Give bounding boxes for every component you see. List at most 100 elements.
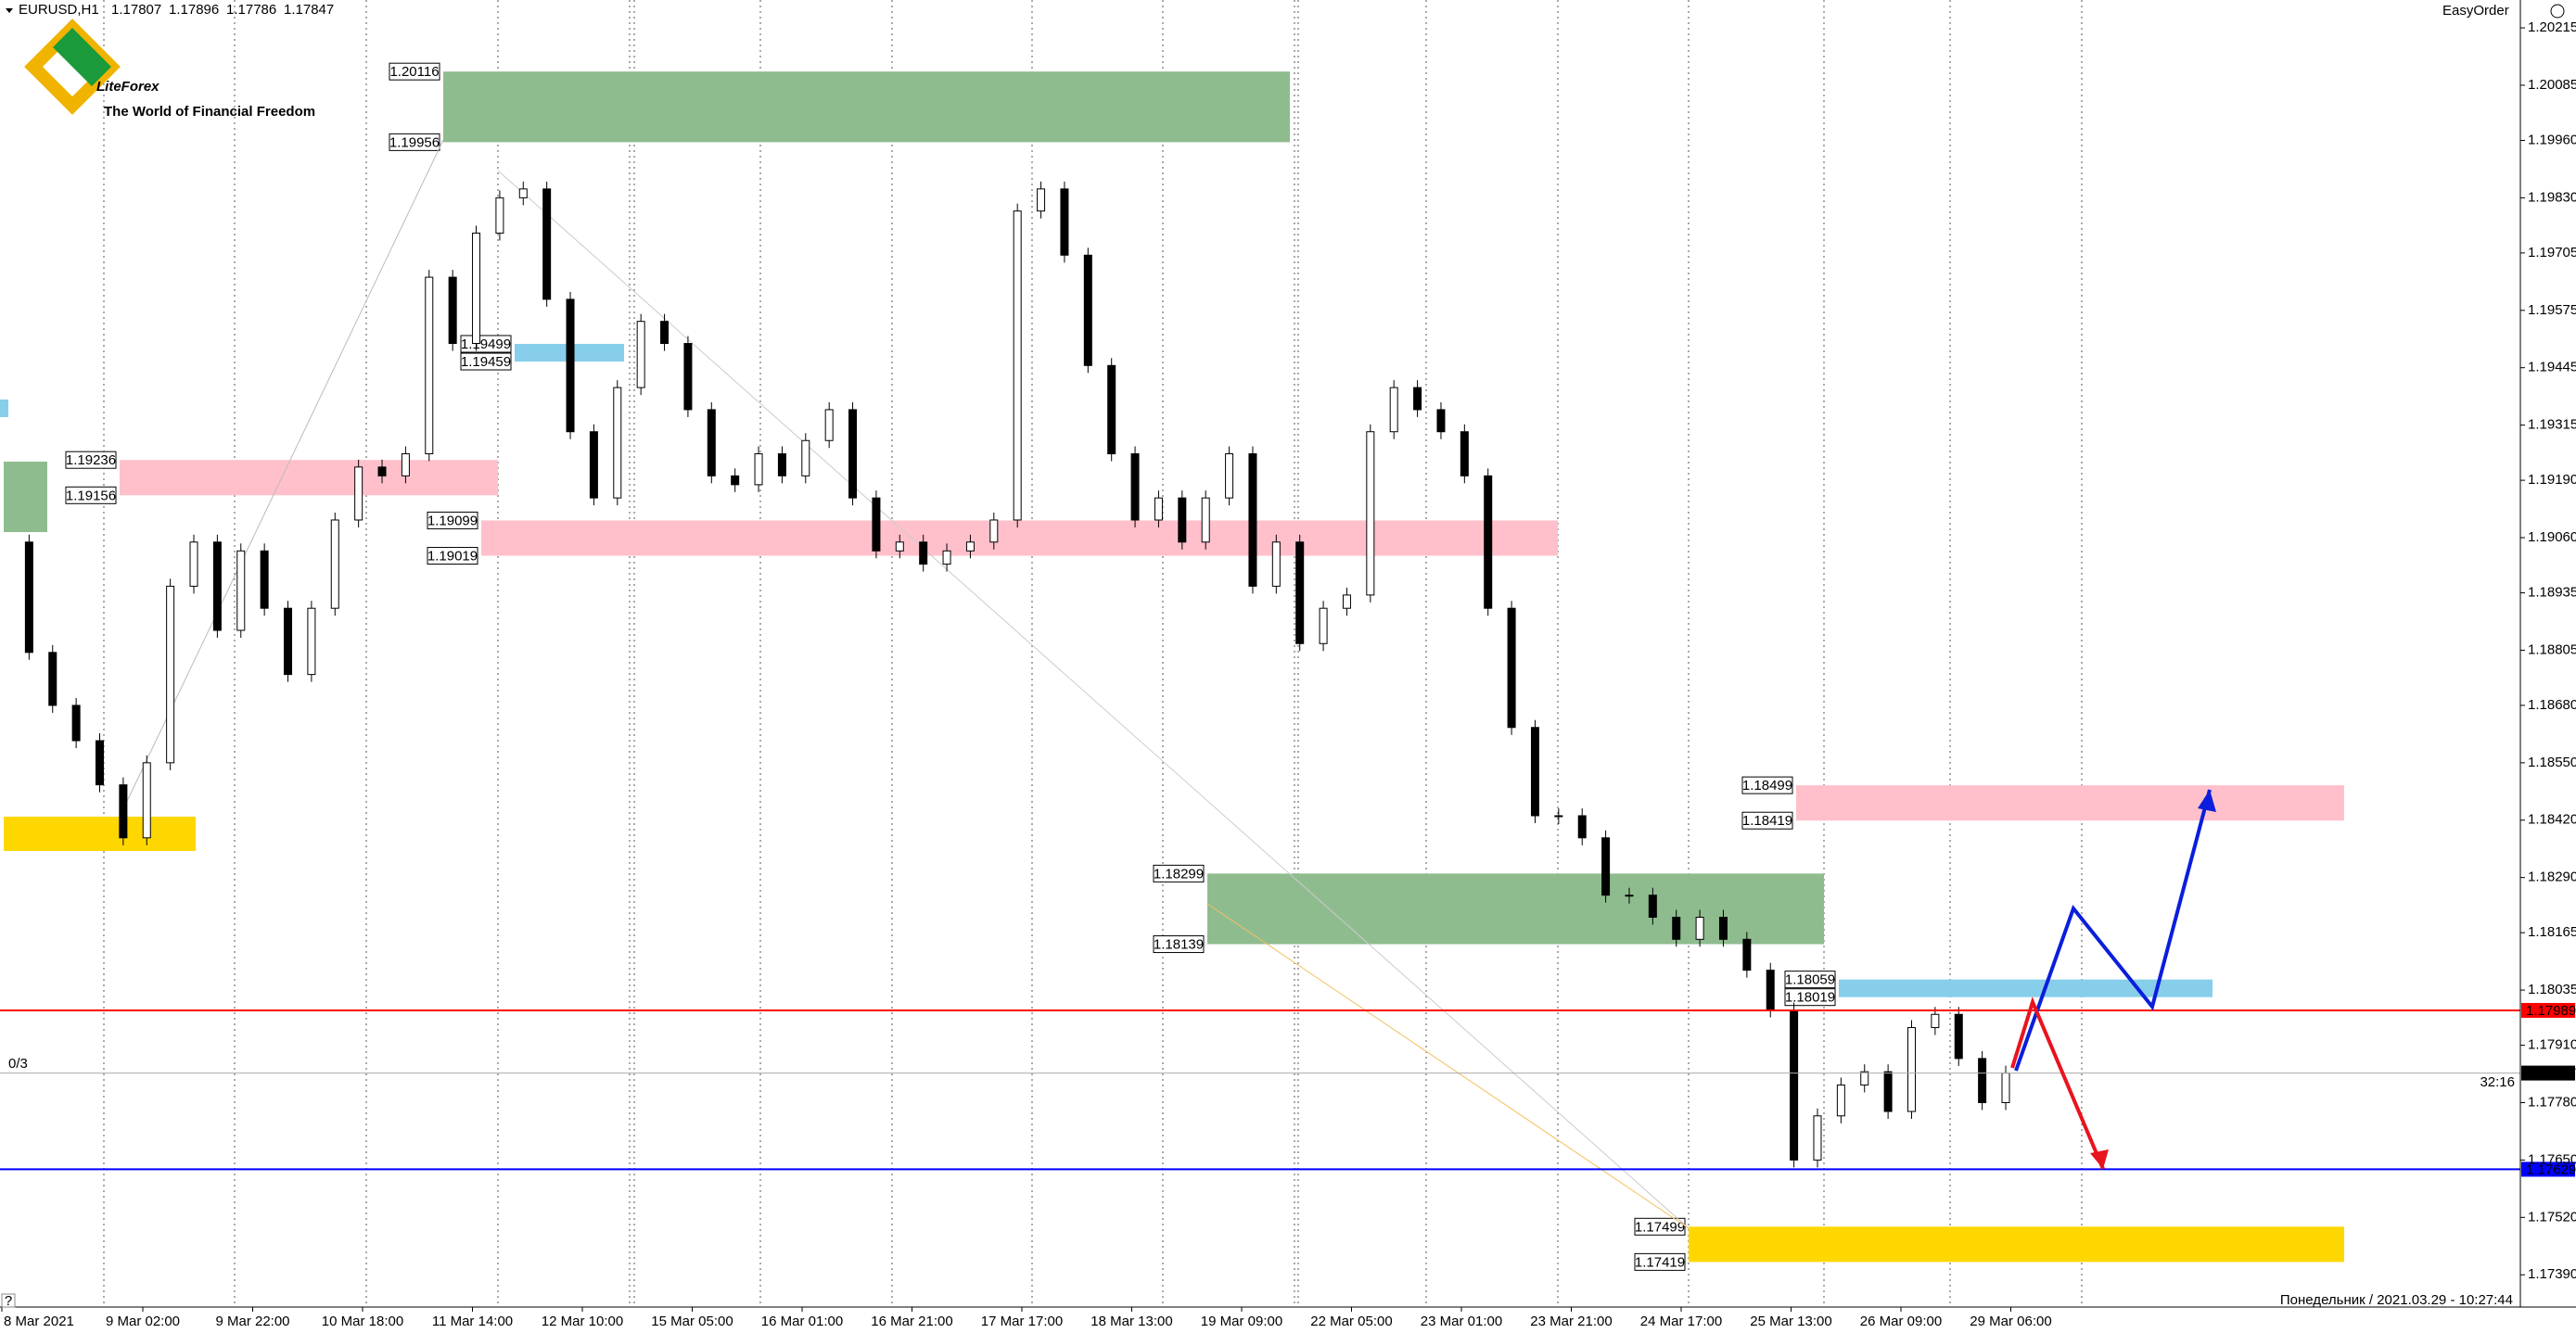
x-tick-label: 15 Mar 05:00	[651, 1314, 733, 1329]
x-tick-label: 23 Mar 01:00	[1421, 1314, 1502, 1329]
candle-body	[1978, 1058, 1987, 1103]
y-tick-label: 1.20215	[2528, 19, 2576, 35]
candle-body	[848, 409, 858, 499]
candle-body	[518, 188, 528, 198]
candle-body	[1154, 497, 1163, 521]
zone-label: 1.18019	[1785, 990, 1835, 1006]
x-tick-label: 25 Mar 13:00	[1750, 1314, 1831, 1329]
server-datetime: Понедельник / 2021.03.29 - 10:27:44	[2280, 1292, 2513, 1308]
x-tick-label: 16 Mar 01:00	[761, 1314, 843, 1329]
candle-body	[1672, 917, 1681, 940]
candle-body	[1813, 1115, 1822, 1161]
candle-body	[1060, 188, 1069, 256]
menu-triangle[interactable]	[6, 8, 13, 13]
candle-body	[989, 519, 999, 543]
x-tick-label: 22 Mar 05:00	[1310, 1314, 1392, 1329]
y-tick-label: 1.19445	[2528, 360, 2576, 375]
candle-body	[1766, 970, 1775, 1010]
x-tick-label: 12 Mar 10:00	[542, 1314, 623, 1329]
candle-body	[801, 439, 810, 476]
zone-label-box	[65, 486, 117, 504]
x-tick-label: 9 Mar 02:00	[106, 1314, 180, 1329]
candle-body	[1460, 431, 1469, 476]
candle-body	[1906, 1027, 1916, 1112]
y-tick-label: 1.19830	[2528, 189, 2576, 205]
help-text[interactable]: ?	[5, 1293, 12, 1309]
candle-body	[1836, 1084, 1845, 1117]
x-tick-label: 8 Mar 2021	[4, 1314, 74, 1329]
x-tick-label: 19 Mar 09:00	[1201, 1314, 1282, 1329]
y-tick-label: 1.19575	[2528, 302, 2576, 318]
forecast-arrow-up	[2014, 789, 2212, 1072]
help-button[interactable]	[1, 1293, 16, 1308]
candle-body	[919, 541, 928, 565]
zone-label-box	[460, 352, 512, 371]
candle-body	[96, 740, 105, 786]
y-tick-label: 1.18805	[2528, 641, 2576, 657]
candle-body	[495, 197, 504, 234]
candle-body	[1130, 453, 1140, 521]
zone-label-box	[1784, 971, 1836, 989]
header-ohlc: 1.17807 1.17896 1.17786 1.17847	[111, 2, 334, 18]
zone-label-box	[1784, 988, 1836, 1007]
arrow-head	[2198, 790, 2216, 812]
candle-body	[965, 541, 975, 552]
plugin-name[interactable]: EasyOrder	[2442, 3, 2509, 19]
candle-body	[401, 453, 410, 476]
candle-body	[1718, 917, 1728, 940]
candle-body	[1271, 541, 1281, 587]
ohlc-value: 1.17807	[111, 2, 161, 18]
candle-body	[660, 321, 670, 344]
y-tick-label: 1.19705	[2528, 245, 2576, 260]
zone-label-box	[427, 547, 478, 565]
candle-body	[1554, 815, 1563, 818]
zone-label-box	[65, 451, 117, 469]
x-tick-label: 23 Mar 21:00	[1530, 1314, 1612, 1329]
price-level-label: 1.17989	[2526, 1003, 2576, 1019]
plugin-icon[interactable]	[2550, 4, 2565, 19]
y-tick-label: 1.18035	[2528, 982, 2576, 997]
zone-label: 1.17499	[1635, 1219, 1685, 1235]
zone-label-box	[427, 511, 478, 529]
price-level-label: 1.17629	[2526, 1162, 2576, 1177]
candle-body	[260, 550, 269, 609]
candle-body	[1860, 1071, 1869, 1085]
y-tick-label: 1.18165	[2528, 924, 2576, 940]
zone	[481, 520, 1558, 556]
candle-body	[425, 276, 434, 455]
candle-body	[1013, 210, 1022, 521]
x-tick-label: 26 Mar 09:00	[1860, 1314, 1942, 1329]
zone-label: 1.18499	[1742, 778, 1792, 793]
candle-body	[1695, 917, 1704, 940]
candle-body	[330, 519, 339, 609]
zone-label: 1.19156	[66, 488, 116, 503]
zone-label: 1.18139	[1154, 937, 1204, 953]
candle-body	[942, 550, 951, 565]
y-tick-label: 1.18680	[2528, 697, 2576, 713]
x-tick-label: 10 Mar 18:00	[322, 1314, 403, 1329]
candle-body	[1201, 497, 1210, 543]
candle-body	[119, 784, 128, 839]
candle-body	[1037, 188, 1046, 212]
y-tick-label: 1.17910	[2528, 1037, 2576, 1053]
candle-body	[284, 607, 293, 676]
candle-body	[1954, 1013, 1963, 1060]
candle-body	[24, 541, 33, 654]
candle-body	[1248, 453, 1257, 587]
zone	[443, 71, 1290, 143]
candle-body	[1295, 541, 1305, 644]
candle-body	[1366, 431, 1375, 596]
candle-body	[731, 475, 740, 486]
y-tick-label: 1.20085	[2528, 77, 2576, 93]
y-tick-label: 1.18935	[2528, 584, 2576, 600]
y-tick-label: 1.18290	[2528, 870, 2576, 885]
candle-body	[589, 431, 598, 499]
candle-body	[1178, 497, 1187, 543]
zone-label-box	[1153, 864, 1205, 882]
ohlc-value: 1.17896	[169, 2, 219, 18]
candle-body	[448, 276, 457, 344]
countdown: 32:16	[2480, 1074, 2515, 1090]
candle-body	[1083, 254, 1092, 366]
x-tick-label: 17 Mar 17:00	[981, 1314, 1063, 1329]
